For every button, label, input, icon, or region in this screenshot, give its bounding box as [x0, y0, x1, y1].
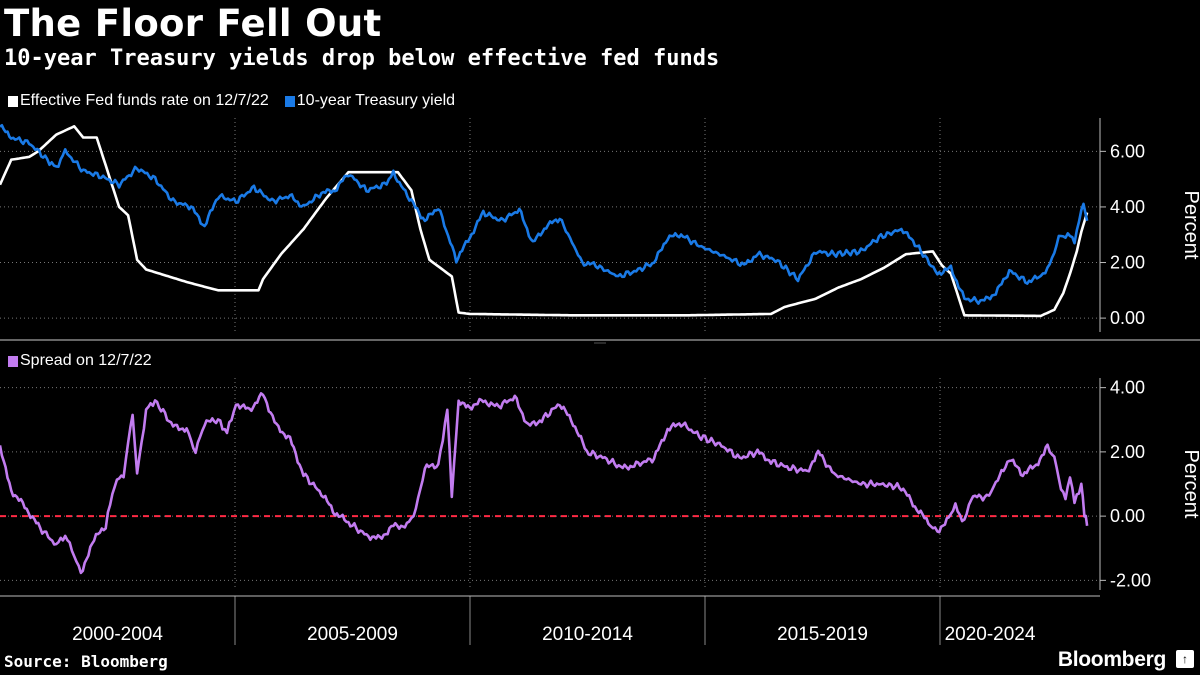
y-tick-label: 6.00	[1110, 141, 1145, 161]
y-tick-label: 2.00	[1110, 442, 1145, 462]
bloomberg-logo: Bloomberg	[1057, 648, 1166, 671]
chart-title: The Floor Fell Out	[4, 2, 382, 45]
top-legend: Effective Fed funds rate on 12/7/22 10-y…	[8, 92, 467, 110]
legend-item-fed-funds: Effective Fed funds rate on 12/7/22	[8, 92, 269, 110]
source-note: Source: Bloomberg	[4, 652, 168, 671]
effective-fed-funds-rate-on-12-7-22-line	[0, 125, 1089, 318]
y-tick-label: 4.00	[1110, 378, 1145, 398]
bottom-legend: Spread on 12/7/22	[8, 352, 164, 370]
legend-item-treasury: 10-year Treasury yield	[284, 92, 456, 110]
10-year-treasury-yield-line	[0, 124, 1089, 305]
y-tick-label: 2.00	[1110, 253, 1145, 273]
legend-label-spread: Spread on 12/7/22	[20, 352, 152, 369]
y-axis-title: Percent	[1180, 191, 1200, 260]
bloomberg-badge-icon: ↑	[1176, 650, 1194, 668]
legend-label-fed-funds: Effective Fed funds rate on 12/7/22	[20, 92, 269, 109]
treasury-swatch	[284, 95, 295, 107]
x-period-label: 2000-2004	[72, 624, 163, 645]
spread-on-12-7-22-line	[0, 392, 1089, 575]
chart-subtitle: 10-year Treasury yields drop below effec…	[4, 46, 720, 71]
x-period-label: 2005-2009	[307, 624, 398, 645]
spread-swatch	[8, 355, 18, 367]
y-tick-label: 4.00	[1110, 197, 1145, 217]
y-axis-title: Percent	[1180, 450, 1200, 519]
y-tick-label: -2.00	[1110, 570, 1151, 590]
x-period-label: 2010-2014	[542, 624, 633, 645]
x-period-label: 2020-2024	[945, 624, 1036, 645]
legend-label-treasury: 10-year Treasury yield	[296, 92, 456, 109]
y-tick-label: 0.00	[1110, 506, 1145, 526]
legend-item-spread: Spread on 12/7/22	[8, 352, 152, 370]
x-period-label: 2015-2019	[777, 624, 868, 645]
fed-funds-swatch	[8, 95, 18, 107]
y-tick-label: 0.00	[1110, 308, 1145, 328]
